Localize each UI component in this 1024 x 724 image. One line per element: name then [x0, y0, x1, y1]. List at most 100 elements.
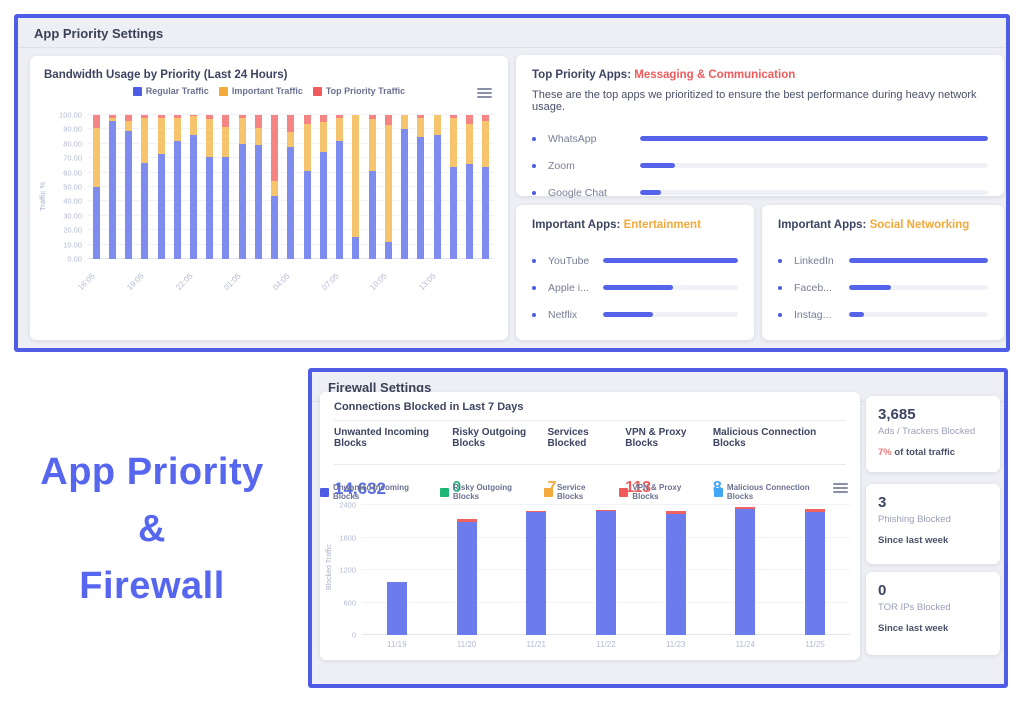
bar-group[interactable]: 19:05: [125, 115, 153, 292]
stacked-bar: [449, 115, 457, 259]
app-usage-bar-track: [849, 312, 988, 317]
bar-segment: [190, 135, 198, 259]
stat-value: 113: [625, 479, 652, 496]
app-usage-bar-track: [603, 285, 738, 290]
bar-group[interactable]: [445, 115, 461, 259]
bar-segment: [466, 115, 473, 124]
firewall-settings-panel: Firewall Settings Connections Blocked in…: [308, 368, 1008, 688]
bar-slot: [125, 115, 133, 259]
bullet-icon: [532, 190, 536, 195]
bar-group[interactable]: [104, 115, 120, 259]
page-title-line: &: [138, 508, 166, 550]
divider: [334, 420, 846, 421]
stacked-bar: [368, 115, 376, 259]
x-axis-tick-label: 13:05: [417, 271, 438, 293]
stacked-bar: [319, 115, 327, 259]
bar-segment: [319, 115, 327, 123]
bar-group[interactable]: 11/21: [501, 505, 571, 649]
bar-group[interactable]: 11/20: [432, 505, 502, 649]
stacked-bar: [352, 115, 360, 259]
bar-segment: [173, 117, 181, 141]
phishing-value: 3: [878, 494, 887, 511]
bullet-icon: [532, 285, 536, 290]
app-usage-bar-track: [603, 258, 738, 263]
chart-menu-icon[interactable]: [833, 483, 848, 493]
bar-group[interactable]: [364, 115, 380, 259]
bar-group[interactable]: 16:05: [76, 115, 104, 292]
app-name: Netflix: [548, 308, 578, 321]
legend-item[interactable]: VPN & Proxy Blocks: [619, 483, 704, 501]
app-row: WhatsApp: [532, 125, 988, 152]
stacked-bar: [125, 115, 133, 259]
stacked-bar: [526, 505, 547, 635]
bar-group[interactable]: 04:05: [271, 115, 299, 292]
legend-item[interactable]: Regular Traffic: [132, 86, 209, 96]
bar-group[interactable]: 11/25: [780, 505, 850, 649]
bar-segment: [157, 153, 165, 259]
bar-group[interactable]: [461, 115, 477, 259]
bar-group[interactable]: [348, 115, 364, 259]
bar-group[interactable]: [169, 115, 185, 259]
bar-group[interactable]: 11/23: [641, 505, 711, 649]
bar-group[interactable]: [218, 115, 234, 259]
stacked-bar: [141, 115, 149, 259]
x-axis-tick-label: 11/20: [456, 640, 477, 649]
ads-trackers-card: 3,685 Ads / Trackers Blocked 7% of total…: [866, 396, 1000, 472]
bar-group[interactable]: [299, 115, 315, 259]
stacked-bar: [386, 505, 407, 635]
bar-group[interactable]: 11/24: [711, 505, 781, 649]
legend-item[interactable]: Risky Outgoing Blocks: [439, 483, 534, 501]
bar-slot: [157, 115, 165, 259]
bar-group[interactable]: [267, 115, 283, 259]
bar-group[interactable]: 10:05: [369, 115, 396, 292]
bar-group[interactable]: 11/22: [571, 505, 641, 649]
legend-swatch-icon: [320, 487, 329, 497]
legend-item[interactable]: Unwanted Incoming Blocks: [320, 483, 430, 501]
bar-slot: [190, 115, 198, 259]
bar-group[interactable]: 13:05: [417, 115, 445, 292]
bar-group[interactable]: [153, 115, 169, 259]
page-title-line: App Priority: [40, 451, 264, 493]
x-axis-tick-label: 22:05: [173, 271, 195, 293]
bar-group[interactable]: 01:05: [222, 115, 250, 292]
important-entertainment-card: Important Apps: Entertainment YouTube App…: [516, 205, 754, 340]
legend-item[interactable]: Top Priority Traffic: [312, 86, 405, 96]
legend-item[interactable]: Important Traffic: [218, 86, 303, 96]
stacked-bar: [336, 115, 344, 259]
app-name: Zoom: [548, 159, 575, 172]
bar-group[interactable]: [250, 115, 266, 259]
bar-segment: [319, 152, 327, 259]
bar-segment: [254, 115, 262, 128]
bar-segment: [222, 115, 230, 127]
app-row: Instag...: [778, 301, 988, 328]
social-title-prefix: Important Apps:: [778, 219, 870, 231]
bar-group[interactable]: [478, 115, 494, 259]
bar-segment: [449, 117, 457, 167]
app-usage-bar-track: [640, 190, 988, 195]
bar-group[interactable]: [396, 115, 412, 259]
bar-group[interactable]: 11/19: [362, 505, 432, 649]
bar-group[interactable]: [202, 115, 218, 259]
stacked-bar: [173, 115, 181, 259]
bar-segment: [336, 117, 344, 141]
bar-group[interactable]: 07:05: [320, 115, 348, 292]
bar-group[interactable]: [315, 115, 331, 259]
bar-segment: [206, 156, 214, 259]
bar-segment: [368, 171, 376, 259]
bar-segment: [141, 117, 149, 163]
chart-menu-icon[interactable]: [477, 88, 492, 98]
phishing-card: 3 Phishing Blocked Since last week: [866, 484, 1000, 564]
bar-segment: [271, 115, 279, 182]
stacked-bar: [271, 115, 279, 259]
bar-group[interactable]: [120, 115, 136, 259]
bar-segment: [125, 115, 133, 121]
bar-group[interactable]: 22:05: [174, 115, 201, 292]
tor-ips-value: 0: [878, 582, 887, 599]
legend-item[interactable]: Malicious Connection Blocks: [713, 483, 830, 501]
bar-segment: [206, 119, 214, 157]
entertainment-title-prefix: Important Apps:: [532, 219, 624, 231]
gridline: [88, 114, 494, 115]
bar-group[interactable]: [413, 115, 429, 259]
legend-item[interactable]: Service Blocks: [543, 483, 609, 501]
bar-slot: [254, 115, 262, 259]
